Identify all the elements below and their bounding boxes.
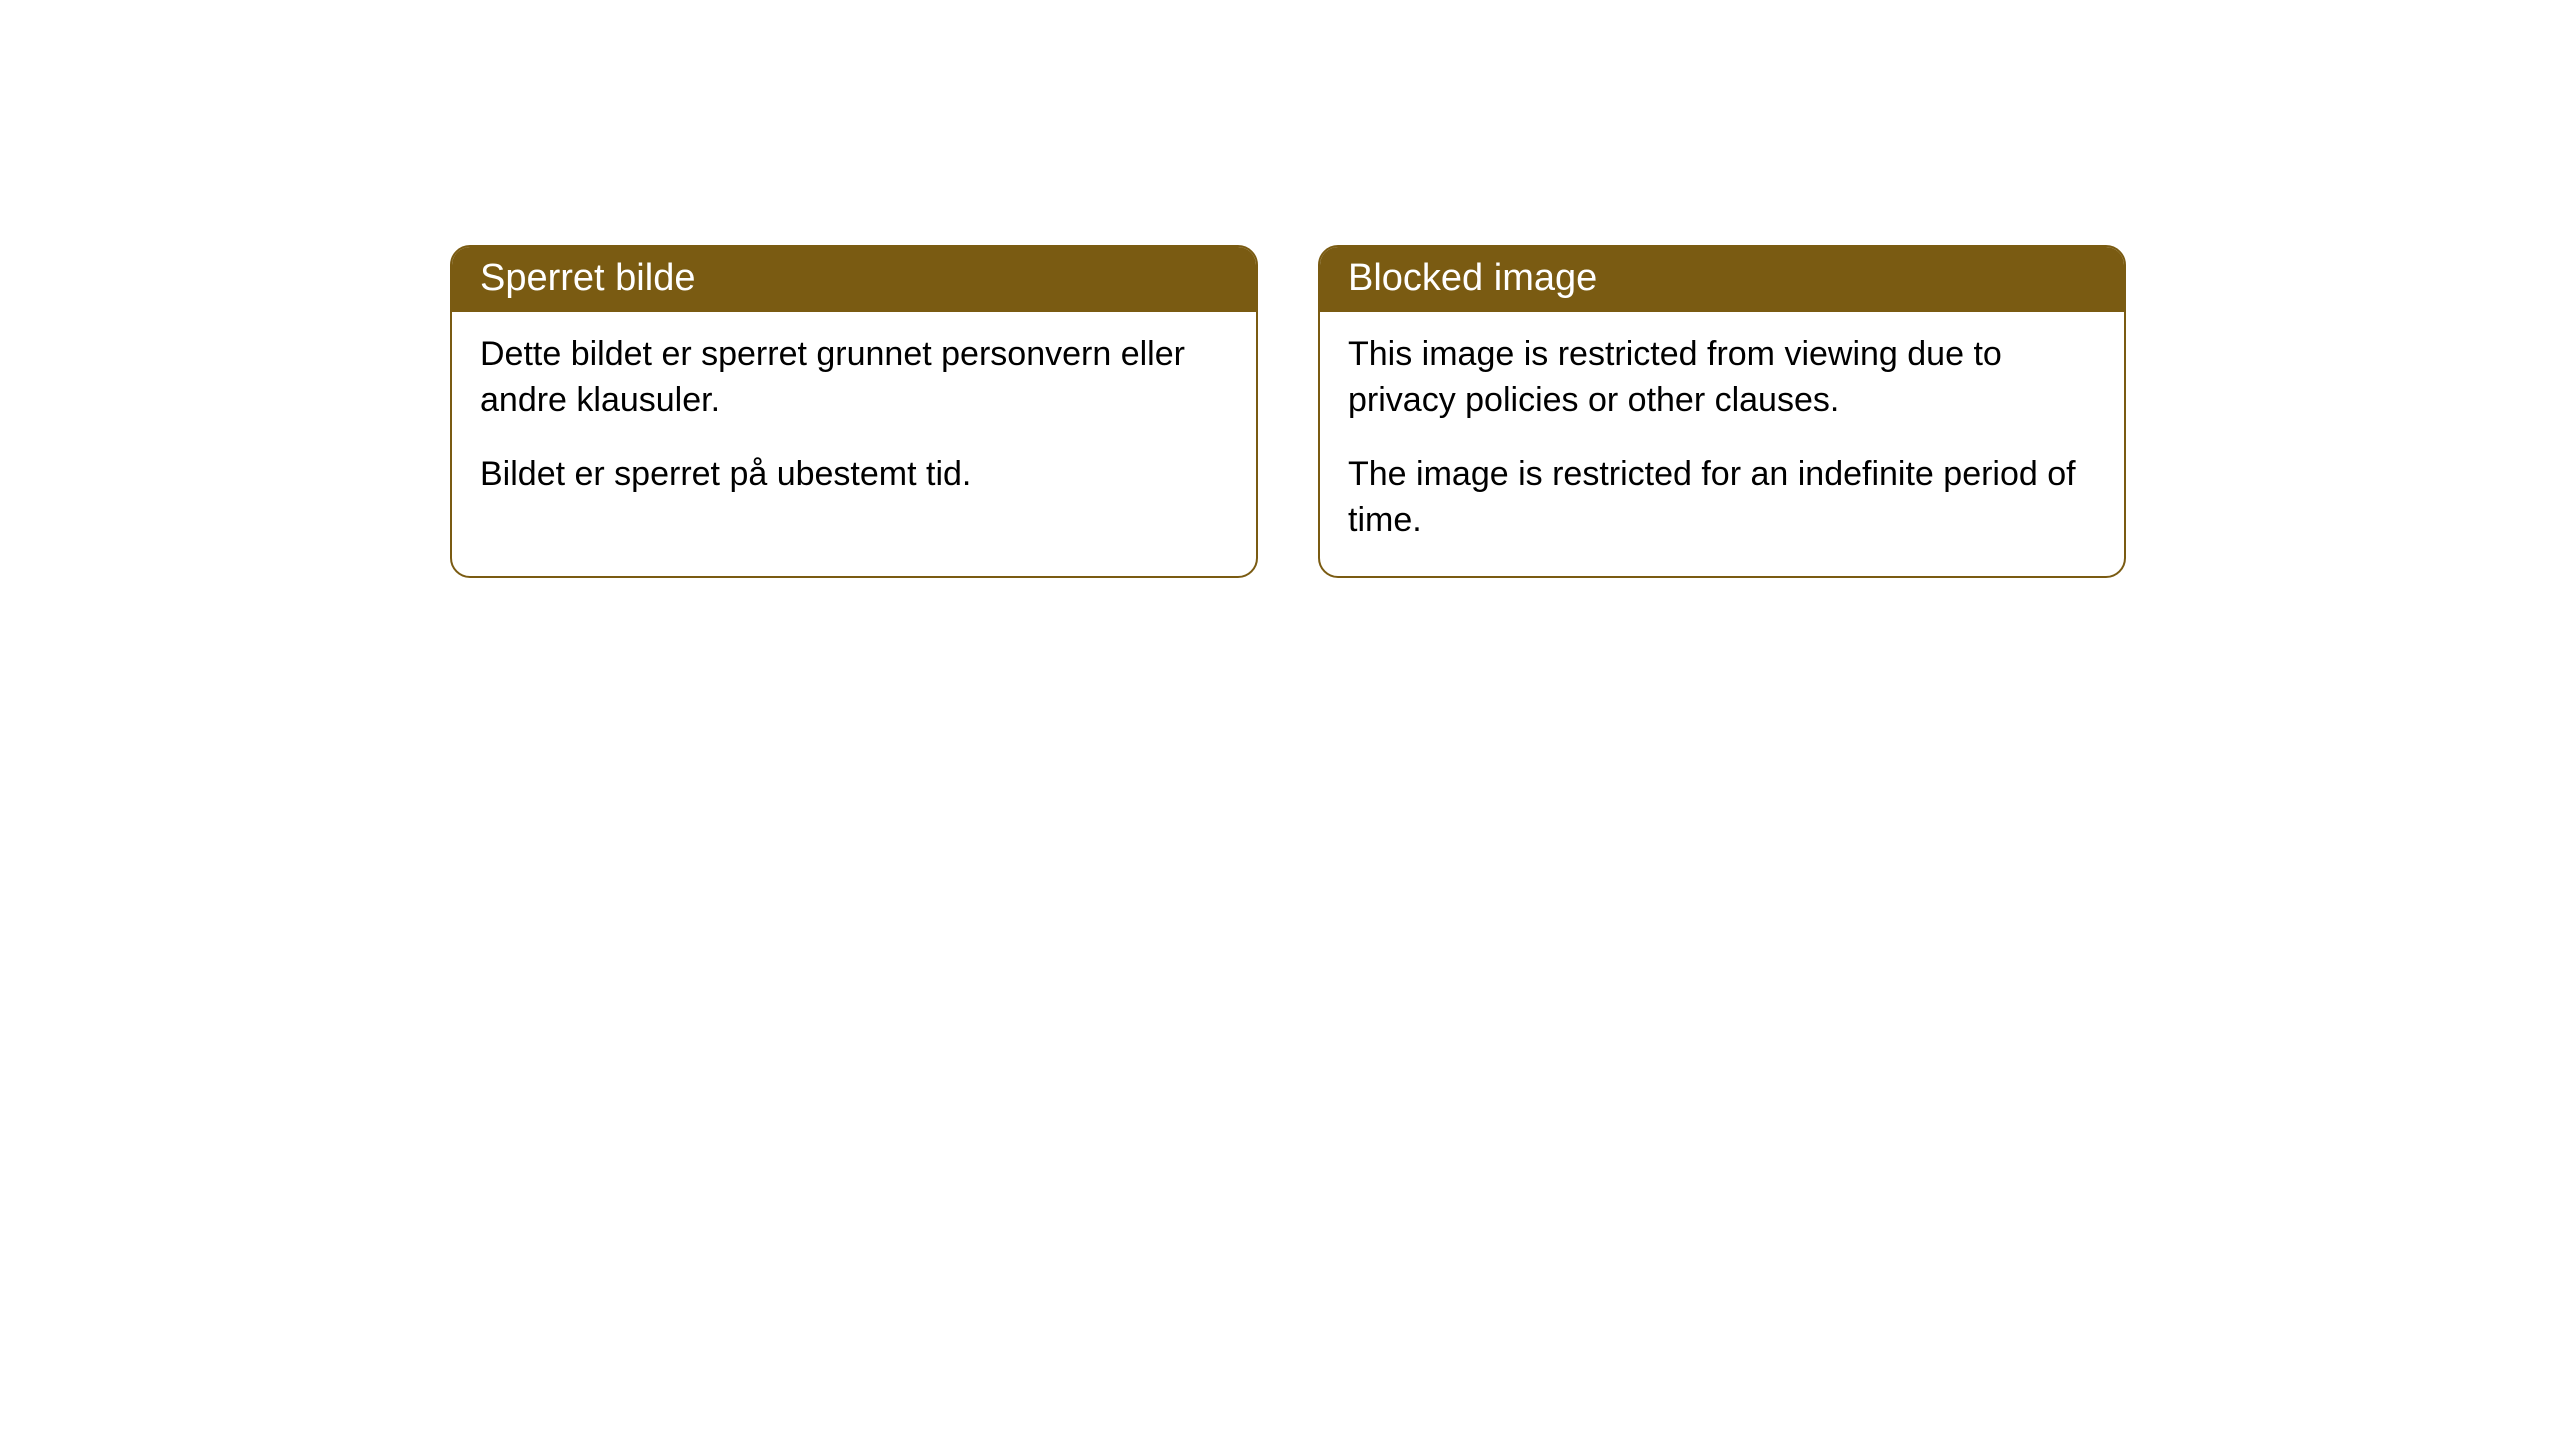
card-body: Dette bildet er sperret grunnet personve… (452, 312, 1256, 530)
notice-card-english: Blocked image This image is restricted f… (1318, 245, 2126, 578)
card-paragraph: This image is restricted from viewing du… (1348, 332, 2096, 424)
card-header: Sperret bilde (452, 247, 1256, 312)
notice-card-norwegian: Sperret bilde Dette bildet er sperret gr… (450, 245, 1258, 578)
card-body: This image is restricted from viewing du… (1320, 312, 2124, 576)
notice-cards-container: Sperret bilde Dette bildet er sperret gr… (450, 245, 2126, 578)
card-paragraph: The image is restricted for an indefinit… (1348, 452, 2096, 544)
card-paragraph: Bildet er sperret på ubestemt tid. (480, 452, 1228, 498)
card-header: Blocked image (1320, 247, 2124, 312)
card-paragraph: Dette bildet er sperret grunnet personve… (480, 332, 1228, 424)
